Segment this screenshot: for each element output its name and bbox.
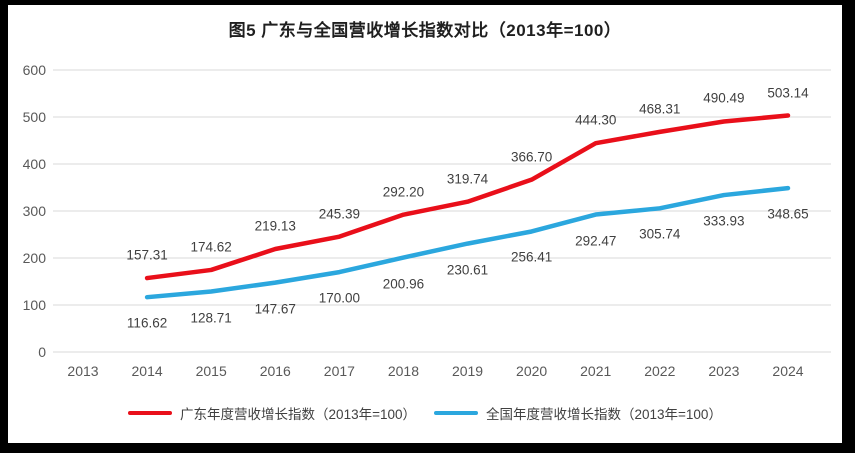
y-tick-label: 0	[38, 344, 46, 360]
y-tick-label: 400	[22, 156, 46, 172]
x-tick-label: 2016	[259, 363, 291, 379]
data-label: 116.62	[126, 315, 168, 331]
data-label: 319.74	[446, 171, 489, 187]
x-tick-label: 2017	[323, 363, 355, 379]
data-label: 147.67	[254, 301, 296, 317]
data-label: 333.93	[703, 213, 745, 229]
x-tick-label: 2020	[516, 363, 548, 379]
line-chart-plot	[53, 69, 831, 353]
data-label: 490.49	[703, 90, 745, 106]
x-tick-label: 2024	[772, 363, 804, 379]
x-tick-label: 2014	[131, 363, 163, 379]
data-label: 292.20	[382, 184, 425, 200]
data-label: 157.31	[126, 247, 168, 263]
data-label: 503.14	[767, 85, 809, 101]
data-label: 292.47	[575, 233, 617, 249]
data-label: 200.96	[382, 276, 425, 292]
x-tick-label: 2015	[195, 363, 227, 379]
data-label: 245.39	[318, 206, 361, 222]
data-label: 230.61	[446, 262, 489, 278]
chart-canvas: 图5 广东与全国营收增长指数对比（2013年=100） 0 100 200 300 40…	[8, 5, 842, 443]
data-label: 128.71	[190, 310, 232, 325]
series-line	[144, 113, 791, 281]
x-tick-label: 2022	[644, 363, 676, 379]
data-label: 256.41	[510, 249, 553, 265]
data-label: 444.30	[575, 112, 617, 128]
y-tick-label: 500	[22, 109, 46, 125]
data-label: 366.70	[510, 149, 553, 165]
x-tick-label: 2013	[67, 363, 99, 379]
data-label: 170.00	[318, 290, 361, 306]
y-tick-label: 600	[22, 62, 46, 78]
blue-line-swatch	[434, 410, 478, 416]
legend-item-guangdong: 广东年度营收增长指数（2013年=100）	[128, 403, 416, 423]
data-label: 348.65	[767, 206, 809, 222]
data-label: 305.74	[639, 226, 681, 242]
x-tick-label: 2019	[451, 363, 484, 379]
chart-title: 图5 广东与全国营收增长指数对比（2013年=100）	[228, 21, 622, 40]
series-line	[144, 185, 791, 300]
x-tick-label: 2021	[580, 363, 612, 379]
y-tick-label: 200	[22, 250, 46, 266]
x-tick-label: 2018	[387, 363, 420, 379]
legend-item-national: 全国年度营收增长指数（2013年=100）	[434, 403, 722, 423]
y-tick-label: 100	[22, 297, 46, 313]
y-tick-label: 300	[22, 203, 46, 219]
legend-label-guangdong: 广东年度营收增长指数（2013年=100）	[180, 407, 416, 422]
data-label: 174.62	[190, 239, 232, 255]
red-line-swatch	[128, 410, 173, 416]
data-label: 219.13	[254, 218, 296, 234]
legend: 广东年度营收增长指数（2013年=100） 全国年度营收增长指数（2013年=1…	[8, 403, 842, 423]
x-tick-label: 2023	[708, 363, 740, 379]
data-label: 468.31	[639, 101, 681, 117]
legend-label-national: 全国年度营收增长指数（2013年=100）	[486, 407, 722, 422]
